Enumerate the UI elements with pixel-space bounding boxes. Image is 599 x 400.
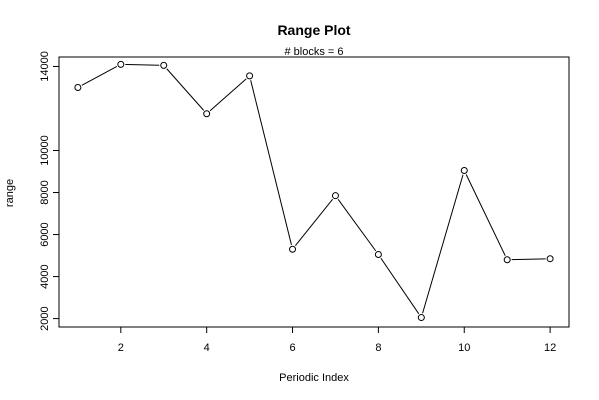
data-point [417,314,425,322]
data-point [117,60,125,68]
y-tick-label: 6000 [39,222,51,246]
series-segment [337,199,377,252]
data-point [460,166,468,174]
x-axis-label: Periodic Index [279,372,349,384]
x-tick-label: 12 [544,342,556,354]
series-segment [209,78,247,112]
series-segment [511,258,546,261]
data-point [546,255,554,263]
y-tick-label: 10000 [39,135,51,166]
series-segment [294,198,334,247]
data-point [374,251,382,259]
data-point [203,110,211,118]
x-tick-label: 4 [204,342,210,354]
data-point [289,245,297,253]
plot-marks: 2 4 6 8 10 12 2000 4000 6000 8000 10000 14000 [39,51,556,354]
series-segment [250,80,292,246]
series-segment [125,63,160,66]
x-tick-label: 8 [375,342,381,354]
series-segment [166,68,205,111]
chart-subtitle: # blocks = 6 [284,46,343,58]
plot-frame [58,56,570,328]
series-segment [422,174,464,314]
y-tick-label: 4000 [39,264,51,288]
series-segment [465,174,506,256]
chart-title: Range Plot [277,22,350,38]
data-point [160,61,168,69]
y-axis-label: range [4,179,16,207]
x-tick-label: 2 [118,342,124,354]
series-segment [81,66,118,86]
x-tick-label: 6 [289,342,295,354]
series-segment [380,257,420,315]
data-point [246,72,254,80]
y-tick-label: 2000 [39,306,51,330]
data-point [74,83,82,91]
data-point [503,256,511,264]
x-tick-label: 10 [458,342,470,354]
y-tick-label: 14000 [39,51,51,82]
y-tick-label: 8000 [39,180,51,204]
data-point [331,192,339,200]
